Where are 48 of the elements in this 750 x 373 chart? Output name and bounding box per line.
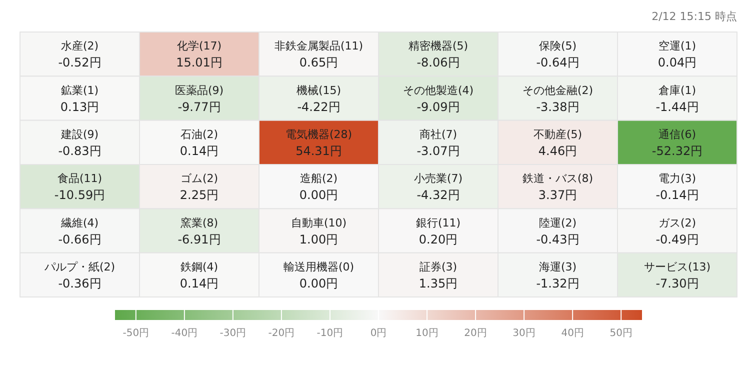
data-label: 輸送用機器(0) 0.00円 xyxy=(283,260,354,290)
color-bar-label: -10円 xyxy=(316,328,344,339)
data-label: サービス(13) -7.30円 xyxy=(644,260,711,290)
color-bar-label: -30円 xyxy=(220,328,246,339)
data-label: 鉄鋼(4) 0.14円 xyxy=(180,260,219,290)
data-label: 空運(1) 0.04円 xyxy=(658,40,697,70)
text: 2/12 15:15 時点 xyxy=(652,10,737,23)
color-bar-label: -50円 xyxy=(122,328,150,339)
data-label: 鉱業(1) 0.13円 xyxy=(60,84,100,114)
data-label: 医薬品(9) -9.77円 xyxy=(174,84,224,114)
data-label: 電気機器(28) 54.31円 xyxy=(285,128,352,158)
color-bar-label: -20円 xyxy=(268,328,295,339)
data-label: 食品(11) -10.59円 xyxy=(54,172,106,202)
data-label: ガス(2) -0.49円 xyxy=(656,216,699,246)
data-label: 機械(15) -4.22円 xyxy=(296,84,342,114)
data-label: 銀行(11) 0.20円 xyxy=(416,216,461,246)
data-label: ゴム(2) 2.25円 xyxy=(180,172,219,202)
data-label: 証券(3) 1.35円 xyxy=(418,260,458,290)
data-label: 精密機器(5) -8.06円 xyxy=(408,40,468,70)
data-label: 通信(6) -52.32円 xyxy=(652,128,703,158)
data-label: 石油(2) 0.14円 xyxy=(180,128,219,158)
data-label: 化学(17) 15.01円 xyxy=(176,40,222,70)
data-label: 窯業(8) -6.91円 xyxy=(178,216,221,246)
data-label: 非鉄金属製品(11) 0.65円 xyxy=(274,40,364,70)
color-bar-label: 20円 xyxy=(464,328,487,339)
data-label: 造船(2) 0.00円 xyxy=(299,172,338,202)
color-bar-label: 30円 xyxy=(512,328,536,339)
data-label: 保険(5) -0.64円 xyxy=(536,40,580,70)
data-label: 鉄道・バス(8) 3.37円 xyxy=(522,172,594,202)
data-label: 倉庫(1) -1.44円 xyxy=(656,84,699,114)
data-label: 小売業(7) -4.32円 xyxy=(414,172,463,202)
data-label: 建設(9) -0.83円 xyxy=(58,128,102,158)
color-bar-label: 40円 xyxy=(561,328,584,339)
data-label: 海運(3) -1.32円 xyxy=(536,260,580,290)
data-label: 商社(7) -3.07円 xyxy=(416,128,460,158)
data-label: 繊維(4) -0.66円 xyxy=(58,216,102,246)
color-bar-label: 50円 xyxy=(610,328,632,339)
color-bar-label: 0円 xyxy=(370,328,387,339)
data-label: その他製造(4) -9.09円 xyxy=(402,84,474,114)
data-label: 自動車(10) 1.00円 xyxy=(290,216,347,246)
data-label: パルプ・紙(2) -0.36円 xyxy=(43,260,116,290)
color-bar-label: 10円 xyxy=(416,328,438,339)
color-bar-label: -40円 xyxy=(171,328,198,339)
data-label: その他金融(2) -3.38円 xyxy=(522,84,594,114)
data-label: 陸運(2) -0.43円 xyxy=(536,216,580,246)
data-label: 水産(2) -0.52円 xyxy=(58,40,102,70)
data-label: 電力(3) -0.14円 xyxy=(656,172,699,202)
data-label: 不動産(5) 4.46円 xyxy=(533,128,582,158)
